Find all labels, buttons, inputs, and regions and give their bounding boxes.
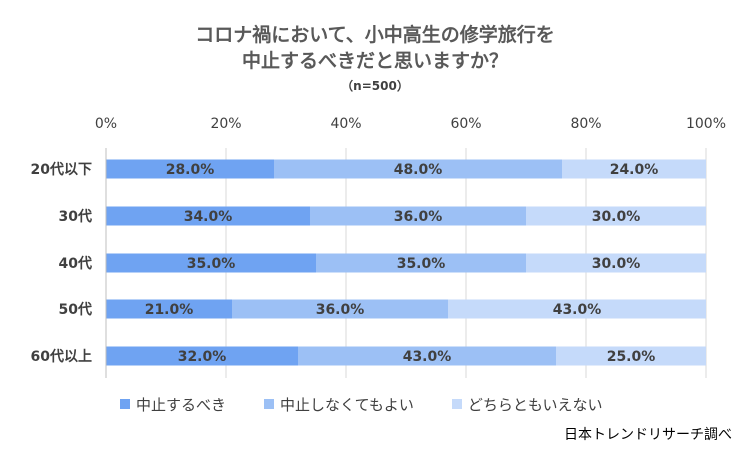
legend-swatch-series1 xyxy=(120,399,130,409)
x-tick-label: 60% xyxy=(450,116,481,132)
bar-segment xyxy=(310,206,526,226)
legend-label-series1: 中止するべき xyxy=(136,395,227,414)
x-tick-label: 100% xyxy=(686,116,726,132)
data-label: 25.0% xyxy=(607,349,656,365)
data-label: 36.0% xyxy=(316,302,365,318)
x-tick-label: 80% xyxy=(570,116,601,132)
bar-segment xyxy=(526,206,706,226)
data-label: 30.0% xyxy=(592,209,641,225)
bar-segment xyxy=(106,346,298,366)
x-tick-label: 20% xyxy=(210,116,241,132)
data-label: 35.0% xyxy=(187,256,236,272)
category-label: 50代 xyxy=(59,301,92,318)
data-label: 34.0% xyxy=(184,209,233,225)
category-label: 40代 xyxy=(59,255,92,272)
bar-segment xyxy=(106,299,232,319)
data-label: 30.0% xyxy=(592,256,641,272)
bar-segment xyxy=(106,253,316,273)
data-label: 36.0% xyxy=(394,209,443,225)
legend-label-series2: 中止しなくてもよい xyxy=(280,395,414,414)
category-label: 30代 xyxy=(59,208,92,225)
chart-title-line1: コロナ禍において、小中高生の修学旅行を xyxy=(195,24,555,46)
data-label: 43.0% xyxy=(403,349,452,365)
bar-segment xyxy=(526,253,706,273)
data-label: 28.0% xyxy=(166,162,215,178)
bar-segment xyxy=(232,299,448,319)
legend-item-series3: どちらともいえない xyxy=(451,394,603,415)
data-label: 24.0% xyxy=(610,162,659,178)
bar-segment xyxy=(106,206,310,226)
bar-segment xyxy=(274,159,562,179)
legend-item-series1: 中止するべき xyxy=(120,394,226,415)
bar-segment xyxy=(106,159,274,179)
legend-swatch-series2 xyxy=(264,399,275,409)
data-label: 32.0% xyxy=(178,349,227,365)
chart-subtitle: （n=500） xyxy=(341,79,409,93)
data-label: 43.0% xyxy=(553,302,602,318)
x-tick-label: 0% xyxy=(95,116,117,132)
data-label: 48.0% xyxy=(394,162,443,178)
legend: 中止するべき 中止しなくてもよい どちらともいえない xyxy=(120,394,603,414)
bar-segment xyxy=(448,299,706,319)
x-tick-label: 40% xyxy=(330,116,361,132)
bar-segment xyxy=(556,346,706,366)
data-label: 35.0% xyxy=(397,256,446,272)
category-label: 60代以上 xyxy=(31,348,92,365)
bar-segment xyxy=(316,253,526,273)
legend-swatch-series3 xyxy=(451,399,462,409)
bar-segment xyxy=(562,159,706,179)
legend-label-series3: どちらともいえない xyxy=(467,395,603,414)
category-label: 20代以下 xyxy=(31,161,92,178)
bar-segment xyxy=(298,346,556,366)
legend-item-series2: 中止しなくてもよい xyxy=(264,394,414,415)
source-credit: 日本トレンドリサーチ調べ xyxy=(564,427,732,443)
chart-title-line2: 中止するべきだと思いますか？ xyxy=(241,50,508,72)
data-label: 21.0% xyxy=(145,302,194,318)
